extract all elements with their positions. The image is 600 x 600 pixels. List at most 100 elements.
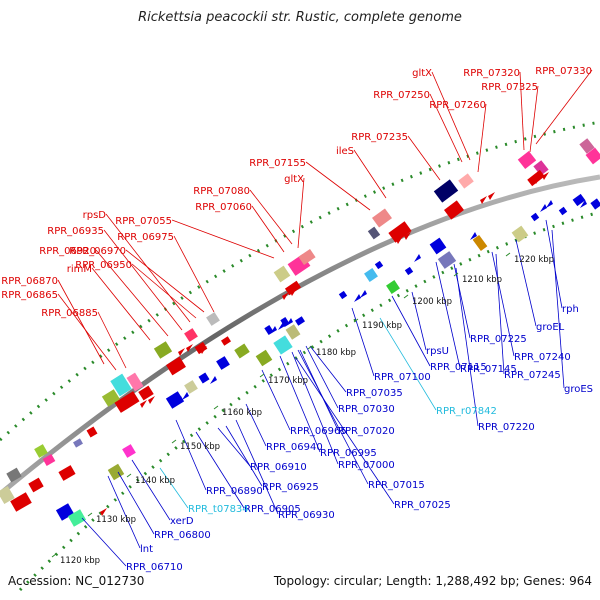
leader-line [217, 427, 251, 467]
gene-feature-block [101, 389, 121, 407]
gene-label: RPR_06865 [1, 290, 58, 301]
gene-label: RPR_06910 [250, 462, 307, 473]
gene-label: rph [562, 304, 579, 315]
gene-feature-block [437, 251, 457, 269]
outer-dotted-track [0, 120, 600, 442]
gene-label: RPR_07035 [346, 388, 403, 399]
leader-line [411, 291, 427, 351]
gene-feature-block [73, 438, 83, 448]
gene-feature-block [364, 268, 378, 282]
kbp-tick-label: 1160 kbp [222, 408, 262, 418]
leader-line [95, 249, 169, 337]
accession-text: Accession: NC_012730 [8, 574, 145, 588]
gene-feature-block [511, 225, 529, 243]
strand-arrow [176, 396, 183, 404]
gene-feature-block [58, 465, 76, 481]
kbp-tick-label: 1200 kbp [412, 297, 452, 307]
gene-label: RPR_06950 [75, 260, 132, 271]
gene-feature-block [517, 150, 537, 170]
gene-feature-block [194, 341, 208, 355]
gene-label: RPR_07250 [373, 90, 430, 101]
gene-label: RPR_07055 [115, 216, 172, 227]
gene-label: RPR_06940 [266, 442, 323, 453]
gene-feature-block [444, 200, 464, 220]
gene-label: rpsD [83, 210, 107, 221]
gene-label: RPR_06800 [154, 530, 211, 541]
strand-arrow [396, 236, 403, 244]
gene-label: rpsU [426, 346, 449, 357]
leader-line [159, 467, 189, 509]
gene-label: RPR_07240 [514, 352, 571, 363]
gene-label: rimM [67, 264, 92, 275]
gene-label: RPR_07100 [374, 372, 431, 383]
gene-label: RPR_06925 [262, 482, 319, 493]
gene-label: RPR_06890 [206, 486, 263, 497]
gene-feature-block [590, 198, 600, 210]
leader-line [91, 267, 151, 341]
leader-line [299, 349, 339, 431]
gene-feature-block [273, 265, 291, 283]
leader-line [545, 219, 563, 309]
leader-line [351, 307, 375, 377]
leader-line [519, 71, 525, 151]
gene-label: groES [564, 384, 593, 395]
gene-feature-block [114, 391, 140, 413]
kbp-tick-label: 1130 kbp [96, 515, 136, 525]
gene-label: RPR_07225 [470, 334, 527, 345]
gene-feature-block [374, 260, 384, 270]
strand-arrow [282, 292, 289, 300]
leader-line [81, 517, 127, 567]
gene-labels: RPR_06885 RPR_06865 RPR_06870 rimM RPR_06920… [1, 66, 593, 573]
gene-label: RPR_07000 [338, 460, 395, 471]
leader-line [353, 149, 387, 199]
leader-line [435, 261, 461, 369]
gene-feature-block [533, 160, 549, 176]
gene-feature-block [67, 509, 87, 527]
gene-label: RPR_07015 [368, 480, 425, 491]
leader-line [105, 213, 191, 323]
topology-summary: Topology: circular; Length: 1,288,492 bp… [273, 574, 592, 588]
gene-label: lnt [140, 544, 153, 555]
gene-label: RPR_06935 [47, 226, 104, 237]
leader-line [379, 317, 437, 411]
gene-feature-block [433, 179, 459, 203]
gene-label: RPR_07080 [193, 186, 250, 197]
gene-feature-block [579, 138, 595, 154]
gene-label: RPR_07330 [535, 66, 592, 77]
gene-feature-block [255, 349, 273, 367]
kbp-tick-label: 1220 kbp [514, 255, 554, 265]
leader-line [225, 425, 263, 487]
leader-line [103, 229, 183, 331]
gene-label: RPR_07155 [249, 158, 306, 169]
gene-feature-block [273, 335, 293, 355]
leader-line [279, 355, 321, 453]
strand-arrow [290, 288, 297, 296]
leader-line [477, 103, 487, 173]
kbp-tick-label: 1190 kbp [362, 321, 402, 331]
gene-feature-block [198, 372, 210, 384]
gene-label: groEL [536, 322, 565, 333]
gene-feature-block [530, 212, 540, 222]
leader-line [305, 161, 371, 211]
leader-line [195, 431, 245, 509]
gene-label: RPR_07030 [338, 404, 395, 415]
gene-label: gltX [412, 68, 432, 79]
leader-line [117, 471, 155, 535]
gene-feature-block [388, 221, 412, 243]
leader-line [495, 253, 505, 375]
label-leaders [57, 69, 593, 567]
gene-label: RPR_06930 [278, 510, 335, 521]
strand-arrow [404, 232, 411, 240]
gene-label: RPR_06710 [126, 562, 183, 573]
gene-feature-block [138, 385, 154, 401]
leader-line [407, 135, 441, 181]
leader-line [429, 93, 463, 163]
gene-label: RPR_07235 [351, 132, 408, 143]
gene-feature-block [221, 336, 231, 346]
strand-arrow [580, 200, 587, 208]
leader-line [125, 249, 205, 313]
gene-feature-block [338, 290, 348, 300]
strand-arrow [534, 176, 541, 184]
leader-line [245, 403, 267, 447]
